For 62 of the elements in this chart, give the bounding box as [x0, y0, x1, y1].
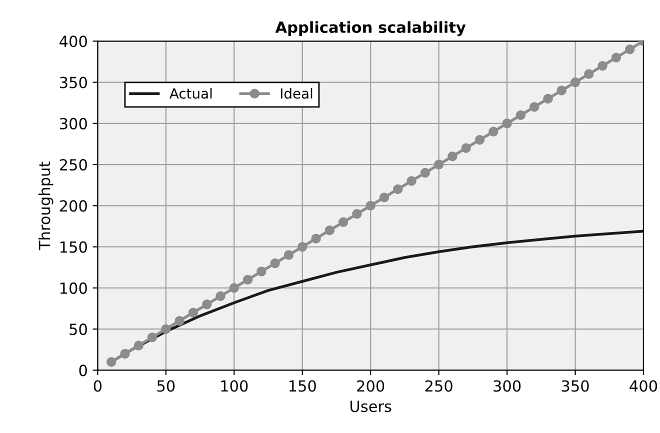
x-axis-title: Users [350, 400, 392, 412]
point [598, 60, 608, 71]
point [216, 291, 226, 302]
x-tick-label: 50 [157, 380, 175, 392]
x-tick-label: 100 [221, 380, 248, 392]
y-tick-label: 100 [60, 282, 87, 294]
point [147, 332, 158, 342]
point [474, 134, 485, 145]
point [338, 217, 348, 227]
point [556, 86, 566, 96]
x-tick-label: 400 [630, 380, 658, 392]
point [174, 316, 184, 326]
point [516, 110, 526, 120]
point [106, 357, 116, 367]
point [529, 102, 540, 112]
point [393, 184, 403, 194]
point [161, 324, 171, 334]
y-tick-label: 250 [60, 159, 87, 171]
point [229, 283, 239, 293]
point [366, 200, 376, 211]
x-tick-label: 300 [494, 380, 521, 392]
point [448, 151, 458, 162]
y-tick-label: 200 [60, 200, 87, 212]
y-tick-label: 350 [60, 76, 87, 88]
point [188, 308, 198, 318]
point [624, 44, 635, 54]
point [242, 274, 253, 285]
legend-label: Actual [170, 88, 212, 99]
x-tick-label: 250 [425, 380, 452, 392]
point [543, 94, 553, 104]
point [611, 52, 622, 62]
point [324, 225, 335, 236]
point [134, 340, 144, 350]
x-tick-label: 150 [289, 380, 316, 392]
point [256, 266, 266, 276]
point [352, 209, 362, 219]
point [461, 143, 471, 153]
y-tick-label: 50 [70, 324, 87, 336]
x-tick-label: 0 [94, 380, 102, 392]
point [406, 176, 416, 186]
point [570, 77, 580, 88]
point [420, 168, 430, 178]
point [379, 192, 390, 202]
point [502, 118, 512, 128]
point [270, 258, 280, 268]
point [202, 300, 212, 310]
y-tick-label: 150 [60, 241, 87, 253]
y-axis-title: Throughput [38, 162, 54, 250]
point [434, 160, 444, 170]
point [584, 69, 594, 79]
chart-title: Application scalability [275, 21, 466, 36]
x-tick-label: 200 [357, 380, 384, 392]
point [284, 250, 294, 260]
point [298, 242, 308, 252]
y-tick-label: 300 [60, 118, 87, 130]
legend-label: Ideal [280, 88, 312, 99]
y-tick-label: 0 [79, 364, 87, 376]
x-tick-label: 350 [562, 380, 589, 392]
point [311, 234, 321, 244]
point [488, 126, 498, 136]
y-tick-label: 400 [60, 36, 87, 48]
point [120, 348, 130, 359]
